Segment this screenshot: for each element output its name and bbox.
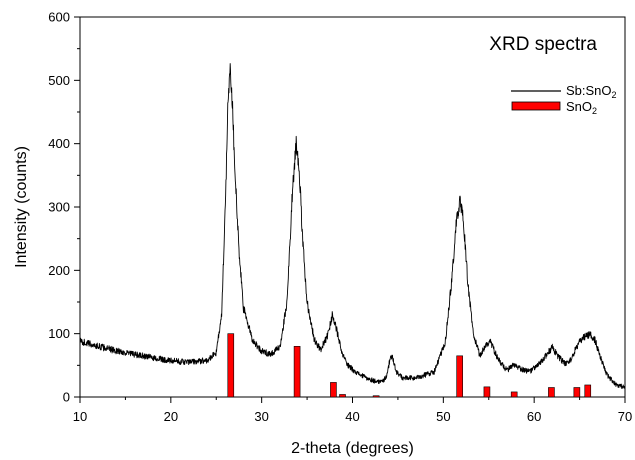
x-axis-ticks: 10 20 30 40 50 60 70 [73, 397, 632, 424]
reference-bar [227, 333, 235, 398]
chart-title: XRD spectra [489, 34, 597, 55]
reference-bar [456, 355, 463, 398]
reference-bar [293, 346, 301, 398]
y-tick-label: 400 [48, 136, 70, 151]
reference-bar [510, 391, 518, 398]
legend: Sb:SnO2 SnO2 [511, 83, 617, 116]
reference-bar [339, 394, 346, 398]
x-tick-label: 20 [164, 409, 178, 424]
spectrum-line [79, 63, 626, 389]
x-tick-label: 50 [436, 409, 450, 424]
legend-bar-swatch [511, 101, 561, 111]
x-tick-label: 10 [73, 409, 87, 424]
x-tick-label: 30 [254, 409, 268, 424]
x-tick-label: 70 [618, 409, 632, 424]
reference-bar [573, 387, 581, 398]
y-tick-label: 0 [63, 390, 70, 405]
plot-frame [79, 16, 626, 398]
reference-bar [584, 384, 592, 398]
x-tick-label: 60 [527, 409, 541, 424]
reference-bar [483, 386, 491, 398]
reference-bar [330, 382, 337, 398]
y-tick-label: 500 [48, 73, 70, 88]
legend-label-bar: SnO2 [566, 99, 597, 116]
x-axis-title: 2-theta (degrees) [291, 440, 414, 457]
reference-bar [372, 395, 380, 398]
y-tick-label: 200 [48, 263, 70, 278]
spectrum-line-group [79, 63, 626, 389]
legend-label-line: Sb:SnO2 [566, 83, 617, 100]
x-tick-label: 40 [345, 409, 359, 424]
y-axis-title: Intensity (counts) [13, 146, 30, 268]
y-tick-label: 300 [48, 200, 70, 215]
reference-bar [548, 387, 555, 398]
reference-bars [227, 333, 592, 398]
y-axis-ticks: 0 100 200 300 400 500 600 [48, 10, 80, 405]
y-tick-label: 600 [48, 10, 70, 25]
y-tick-label: 100 [48, 326, 70, 341]
